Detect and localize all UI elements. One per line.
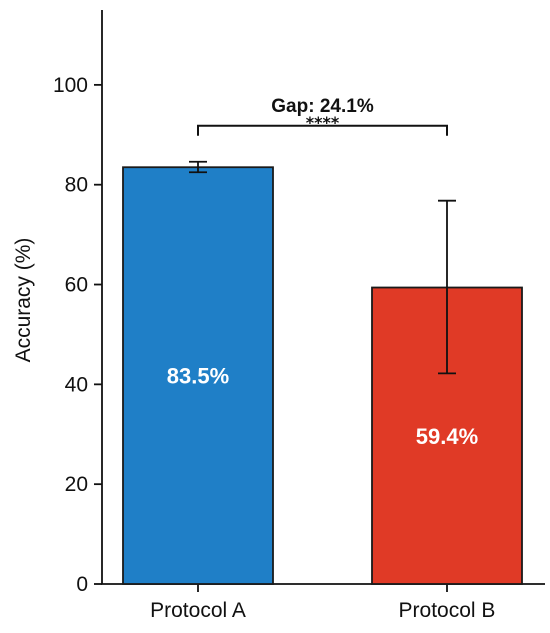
y-tick-label: 100: [53, 74, 88, 97]
bar-value-label: 83.5%: [167, 364, 229, 389]
error-bar: [438, 199, 456, 375]
significance-annotation: Gap: 24.1% ****: [197, 96, 448, 136]
y-tick-label: 20: [65, 473, 88, 496]
y-ticks: 0 20 40 60 80 100: [53, 74, 102, 596]
y-tick-label: 40: [65, 373, 88, 396]
y-tick-label: 80: [65, 174, 88, 197]
significance-stars: ****: [306, 113, 340, 132]
bar-value-label: 59.4%: [416, 424, 478, 449]
gap-label: Gap: 24.1%: [271, 96, 374, 117]
x-tick-label: Protocol A: [150, 599, 246, 622]
x-tick-label: Protocol B: [399, 599, 496, 622]
x-ticks: Protocol A Protocol B: [150, 584, 495, 622]
y-axis: 0 20 40 60 80 100 Accuracy (%): [12, 10, 103, 596]
y-axis-label: Accuracy (%): [12, 238, 35, 363]
error-bars: [189, 160, 456, 375]
bar-value-labels: 83.5% 59.4%: [167, 364, 478, 449]
y-tick-label: 0: [76, 573, 88, 596]
significance-bracket: [197, 124, 448, 136]
error-bar: [189, 160, 207, 174]
x-axis: Protocol A Protocol B: [101, 583, 545, 622]
y-tick-label: 60: [65, 274, 88, 297]
